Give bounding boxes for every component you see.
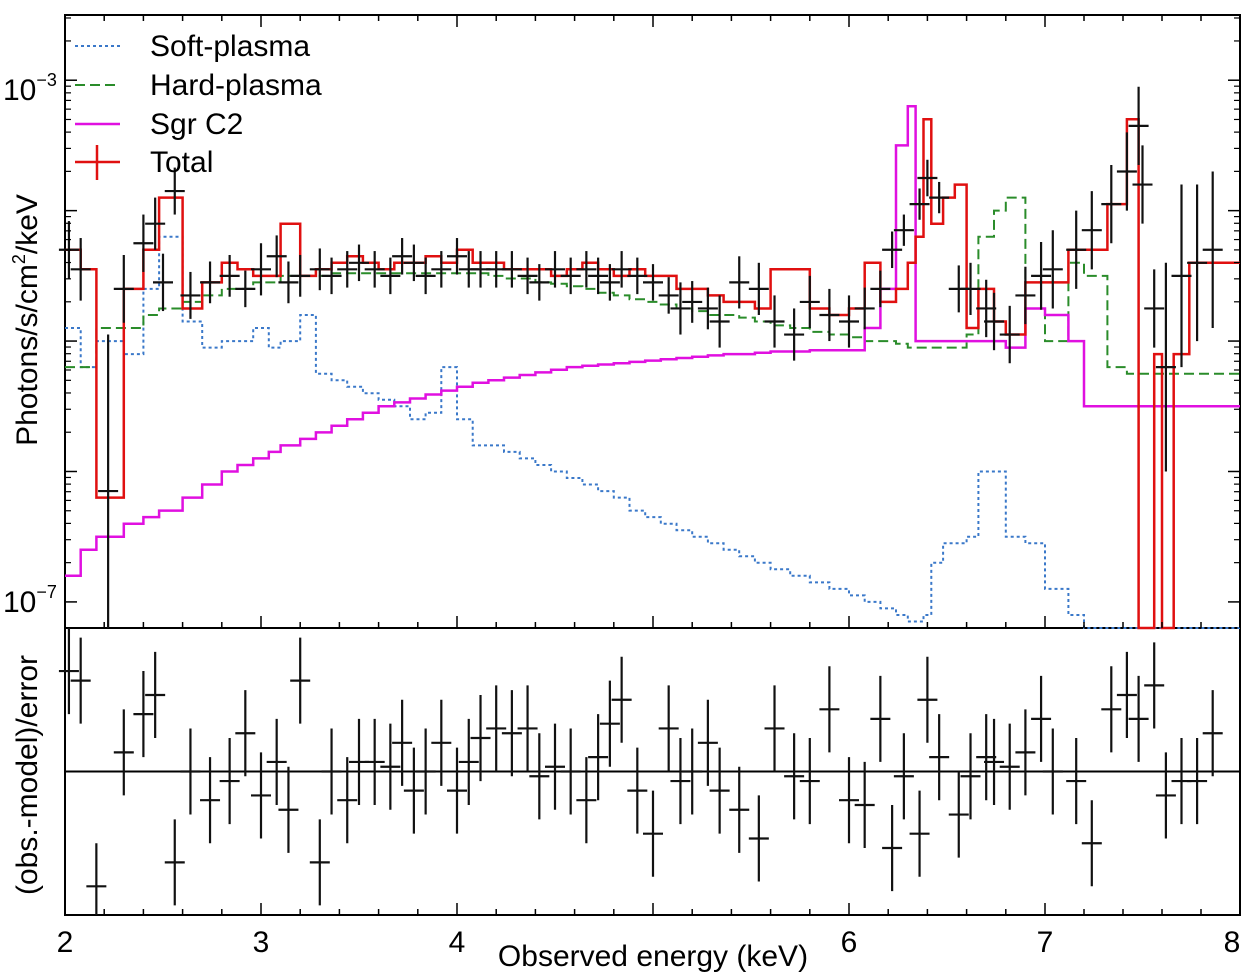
legend-label-hard-plasma: Hard-plasma [150,69,322,102]
y-axis-label-spectrum: Photons/s/cm2/keV [9,194,44,446]
x-tick-label-3: 3 [253,926,270,959]
legend-label-total: Total [150,146,213,179]
axes-ticks [64,15,1241,915]
legend-label-soft-plasma: Soft-plasma [150,30,310,63]
y-tick-exp: −3 [36,70,57,90]
y-tick-base: 10 [3,74,36,107]
x-tick-label-6: 6 [841,926,858,959]
x-tick-label-7: 7 [1037,926,1054,959]
y-label-superscript: 2 [9,254,29,264]
y-label-tail: /keV [11,194,44,254]
y-tick-label-1e-7: 10−7 [3,582,57,619]
x-tick-label-4: 4 [449,926,466,959]
y-label-main: Photons/s/cm [11,264,44,446]
y-tick-base: 10 [3,586,36,619]
spectrum-panel-frame [64,14,1241,629]
series-soft-plasma [65,235,1240,629]
legend: Soft-plasma Hard-plasma Sgr C2 Total [75,30,322,180]
y-tick-label-1e-3: 10−3 [3,70,57,107]
series-total [65,118,1240,630]
y-axis-label-residuals: (obs.-model)/error [11,655,44,895]
y-tick-exp: −7 [36,582,57,602]
x-tick-label-2: 2 [57,926,74,959]
residual-plot-area [58,628,1240,915]
x-tick-label-8: 8 [1224,926,1241,959]
legend-label-sgr-c2: Sgr C2 [150,108,243,141]
series-sgr-c2 [65,105,1240,578]
x-axis-label: Observed energy (keV) [498,940,808,972]
spectrum-plot-area [58,86,1240,630]
